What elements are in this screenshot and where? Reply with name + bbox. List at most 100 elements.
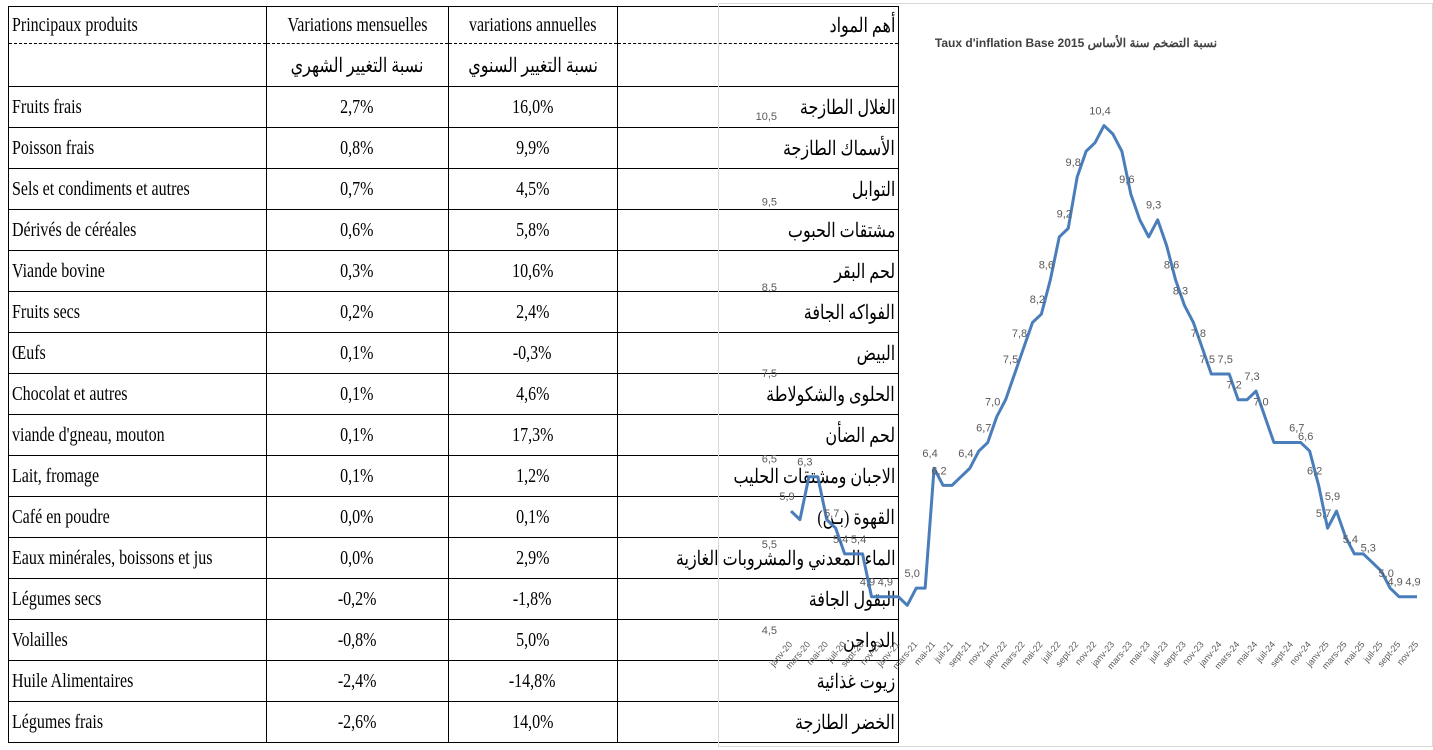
table-cell: 0,1% — [340, 382, 374, 405]
data-label: 9,3 — [1146, 200, 1161, 212]
table-row: Œufs 0,1% -0,3% البيض — [8, 332, 900, 374]
data-label: 4,9 — [1405, 577, 1420, 589]
table-cell: -1,8% — [513, 587, 552, 610]
table-cell: التوابل — [851, 178, 896, 201]
data-label: 7,8 — [1012, 328, 1027, 340]
data-label: 6,3 — [797, 457, 812, 469]
data-label: 7,3 — [1244, 371, 1259, 383]
table-cell: 0,3% — [340, 259, 374, 282]
table-cell: Poisson frais — [12, 136, 95, 159]
table-cell: Légumes frais — [12, 710, 104, 733]
table-cell: 0,0% — [340, 546, 374, 569]
y-tick-label: 5,5 — [762, 539, 777, 551]
table-cell: 5,8% — [515, 218, 550, 241]
table-row: Huile Alimentaires -2,4% -14,8% زيوت غذائية — [8, 660, 900, 702]
data-label: 5,0 — [905, 568, 920, 580]
table-cell: الحلوى والشكولاطة — [766, 383, 896, 406]
table-cell: 0,0% — [340, 505, 374, 528]
y-tick-label: 9,5 — [762, 197, 777, 209]
data-label: 5,9 — [1325, 491, 1340, 503]
table-cell: 1,2% — [515, 464, 550, 487]
table-cell: 2,7% — [340, 95, 374, 118]
table-cell: زيوت غذائية — [816, 670, 896, 693]
table-row: Dérivés de céréales 0,6% 5,8% مشتقات الحبوب — [8, 209, 900, 251]
data-label: 5,7 — [824, 508, 839, 520]
table-row: Volailles -0,8% 5,0% الدواجن — [8, 619, 900, 661]
table-cell: 0,2% — [340, 300, 374, 323]
table-cell: لحم الضأن — [825, 424, 896, 447]
table-cell: -0,8% — [337, 628, 377, 651]
table-cell: 9,9% — [515, 136, 550, 159]
table-row: Lait, fromage 0,1% 1,2% الاجبان ومشتقات الح… — [8, 455, 900, 497]
table-cell: 2,4% — [515, 300, 550, 323]
table-cell: 16,0% — [511, 95, 554, 118]
table-cell: 5,0% — [515, 628, 550, 651]
y-tick-label: 7,5 — [762, 368, 777, 380]
data-label: 7,5 — [1218, 354, 1233, 366]
data-label: 5,4 — [833, 534, 848, 546]
table-cell: 10,6% — [511, 259, 554, 282]
price-table: Principaux produits Variations mensuelle… — [8, 6, 900, 743]
table-cell: 0,1% — [340, 341, 374, 364]
table-row: Fruits secs 0,2% 2,4% الفواكه الجافة — [8, 291, 900, 333]
data-label: 4,9 — [1387, 577, 1402, 589]
data-label: 8,3 — [1173, 285, 1188, 297]
table-cell: -0,2% — [337, 587, 377, 610]
header-cell: أهم المواد — [829, 14, 896, 37]
data-label: 5,4 — [851, 534, 866, 546]
table-cell: Sels et condiments et autres — [12, 177, 190, 200]
line — [789, 124, 1417, 607]
table-cell: Huile Alimentaires — [12, 669, 134, 692]
table-cell: Fruits secs — [12, 300, 80, 323]
header-cell: Variations mensuelles — [287, 13, 428, 36]
data-label: 4,9 — [878, 577, 893, 589]
data-label: 8,6 — [1039, 260, 1054, 272]
table-cell: 2,9% — [515, 546, 550, 569]
table-cell: لحم البقر — [834, 260, 896, 283]
data-label: 5,9 — [779, 491, 794, 503]
table-cell: مشتقات الحبوب — [787, 219, 896, 242]
table-cell: Volailles — [12, 628, 68, 651]
table-cell: Œufs — [12, 341, 46, 364]
header-cell: Principaux produits — [12, 13, 138, 36]
data-label: 5,3 — [1361, 542, 1376, 554]
table-cell: الفواكه الجافة — [804, 301, 896, 324]
table-row: viande d'gneau, mouton 0,1% 17,3% لحم الضأن — [8, 414, 900, 456]
data-label: 8,6 — [1164, 260, 1179, 272]
table-cell: viande d'gneau, mouton — [12, 423, 165, 446]
table-cell: 0,7% — [340, 177, 374, 200]
y-tick-label: 8,5 — [762, 282, 777, 294]
table-row: Sels et condiments et autres 0,7% 4,5% التو… — [8, 168, 900, 210]
data-label: 7,0 — [985, 397, 1000, 409]
data-label: 5,7 — [1316, 508, 1331, 520]
y-tick-label: 4,5 — [762, 625, 777, 637]
table-cell: 0,8% — [340, 136, 374, 159]
table-cell: -2,6% — [337, 710, 377, 733]
table-cell: 4,5% — [515, 177, 550, 200]
table-row: Légumes secs -0,2% -1,8% البقول الجافة — [8, 578, 900, 620]
table-cell: Chocolat et autres — [12, 382, 128, 405]
table-row: Chocolat et autres 0,1% 4,6% الحلوى والشكول… — [8, 373, 900, 415]
table-cell: الخضر الطازجة — [795, 711, 896, 734]
data-label: 6,7 — [1289, 422, 1304, 434]
chart: Taux d'inflation Base 2015 نسبة التضخم س… — [718, 3, 1433, 747]
data-label: 7,5 — [1003, 354, 1018, 366]
data-label: 6,6 — [1298, 431, 1313, 443]
table-cell: Café en poudre — [12, 505, 110, 528]
data-label: 7,0 — [1253, 397, 1268, 409]
data-label: 9,6 — [1119, 174, 1134, 186]
header-cell: variations annuelles — [468, 13, 597, 36]
table-cell: الأسماك الطازجة — [783, 137, 896, 160]
table-cell: البيض — [856, 342, 896, 365]
data-label: 6,4 — [958, 448, 973, 460]
table-cell: Viande bovine — [12, 259, 105, 282]
table-row: Eaux minérales, boissons et jus 0,0% 2,9% ا… — [8, 537, 900, 579]
data-label: 9,8 — [1066, 157, 1081, 169]
table-cell: Eaux minérales, boissons et jus — [12, 546, 213, 569]
table-cell: Dérivés de céréales — [12, 218, 137, 241]
data-label: 8,2 — [1030, 294, 1045, 306]
table-cell: -0,3% — [513, 341, 552, 364]
data-label: 5,0 — [1379, 568, 1394, 580]
table-cell: 4,6% — [515, 382, 550, 405]
